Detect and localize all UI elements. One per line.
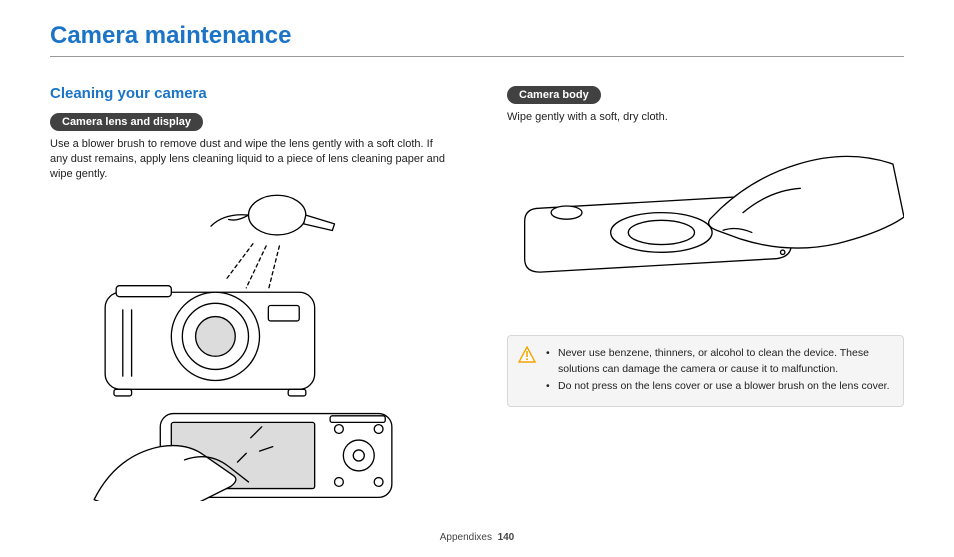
left-column: Cleaning your camera Camera lens and dis… xyxy=(50,85,447,501)
caution-list: Never use benzene, thinners, or alcohol … xyxy=(546,346,891,396)
manual-page: Camera maintenance Cleaning your camera … xyxy=(0,0,954,557)
caution-item: Never use benzene, thinners, or alcohol … xyxy=(546,346,891,376)
footer-section-label: Appendixes xyxy=(440,532,492,543)
footer-page-number: 140 xyxy=(498,532,515,543)
caution-box: Never use benzene, thinners, or alcohol … xyxy=(507,335,904,407)
page-title: Camera maintenance xyxy=(50,22,904,57)
section-title-cleaning: Cleaning your camera xyxy=(50,85,447,102)
right-column: Camera body Wipe gently with a soft, dry… xyxy=(507,85,904,501)
illustration-body-wipe xyxy=(507,131,904,307)
pill-camera-body: Camera body xyxy=(507,86,601,104)
camera-body-text: Wipe gently with a soft, dry cloth. xyxy=(507,110,904,125)
caution-item: Do not press on the lens cover or use a … xyxy=(546,379,891,394)
illustration-lens-blower-and-wipe xyxy=(50,182,447,502)
warning-icon xyxy=(518,346,536,396)
two-column-layout: Cleaning your camera Camera lens and dis… xyxy=(50,85,904,501)
page-footer: Appendixes 140 xyxy=(0,532,954,543)
pill-lens-display: Camera lens and display xyxy=(50,113,203,131)
lens-display-text: Use a blower brush to remove dust and wi… xyxy=(50,137,447,182)
